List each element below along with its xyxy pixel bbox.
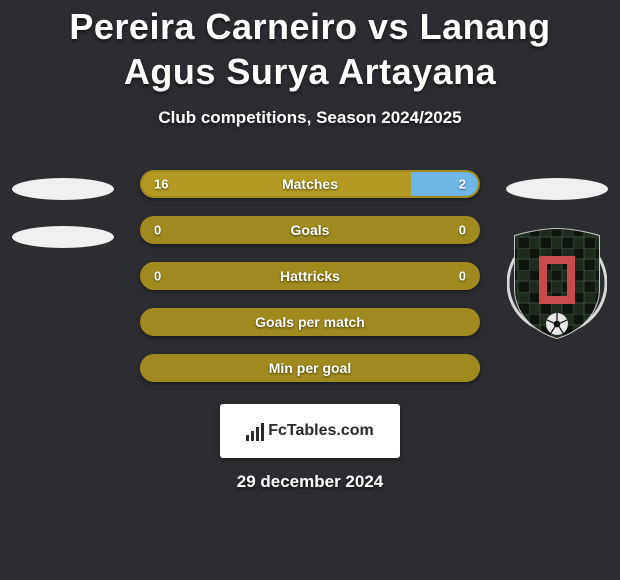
left-player-photo-placeholder xyxy=(12,178,114,200)
fctables-badge: FcTables.com xyxy=(220,404,400,458)
stat-row: 16 2 Matches xyxy=(140,170,480,198)
stat-row: 0 0 Hattricks xyxy=(140,262,480,290)
right-club-badge: LI UNIT xyxy=(507,226,607,341)
stat-fill-right xyxy=(411,172,478,196)
stat-value-left: 16 xyxy=(154,177,168,192)
stat-value-right: 0 xyxy=(459,223,466,238)
right-player-photo-placeholder xyxy=(506,178,608,200)
page-title: Pereira Carneiro vs Lanang Agus Surya Ar… xyxy=(0,4,620,94)
stat-row: Goals per match xyxy=(140,308,480,336)
right-player-column: LI UNIT xyxy=(502,178,612,341)
fctables-label: FcTables.com xyxy=(268,422,374,440)
stat-row: 0 0 Goals xyxy=(140,216,480,244)
stat-value-left: 0 xyxy=(154,269,161,284)
stat-fill-left xyxy=(142,172,411,196)
shield-icon: LI UNIT xyxy=(507,226,607,341)
stat-value-right: 2 xyxy=(459,177,466,192)
bar-chart-icon xyxy=(246,421,264,441)
stat-row: Min per goal xyxy=(140,354,480,382)
date-text: 29 december 2024 xyxy=(0,472,620,492)
stat-value-left: 0 xyxy=(154,223,161,238)
subtitle: Club competitions, Season 2024/2025 xyxy=(0,108,620,128)
left-club-logo-placeholder xyxy=(12,226,114,248)
stat-label: Goals per match xyxy=(255,314,365,330)
stat-label: Min per goal xyxy=(269,360,351,376)
stat-label: Matches xyxy=(282,176,338,192)
stat-label: Goals xyxy=(291,222,330,238)
left-player-column xyxy=(8,178,118,248)
stat-label: Hattricks xyxy=(280,268,340,284)
stat-value-right: 0 xyxy=(459,269,466,284)
